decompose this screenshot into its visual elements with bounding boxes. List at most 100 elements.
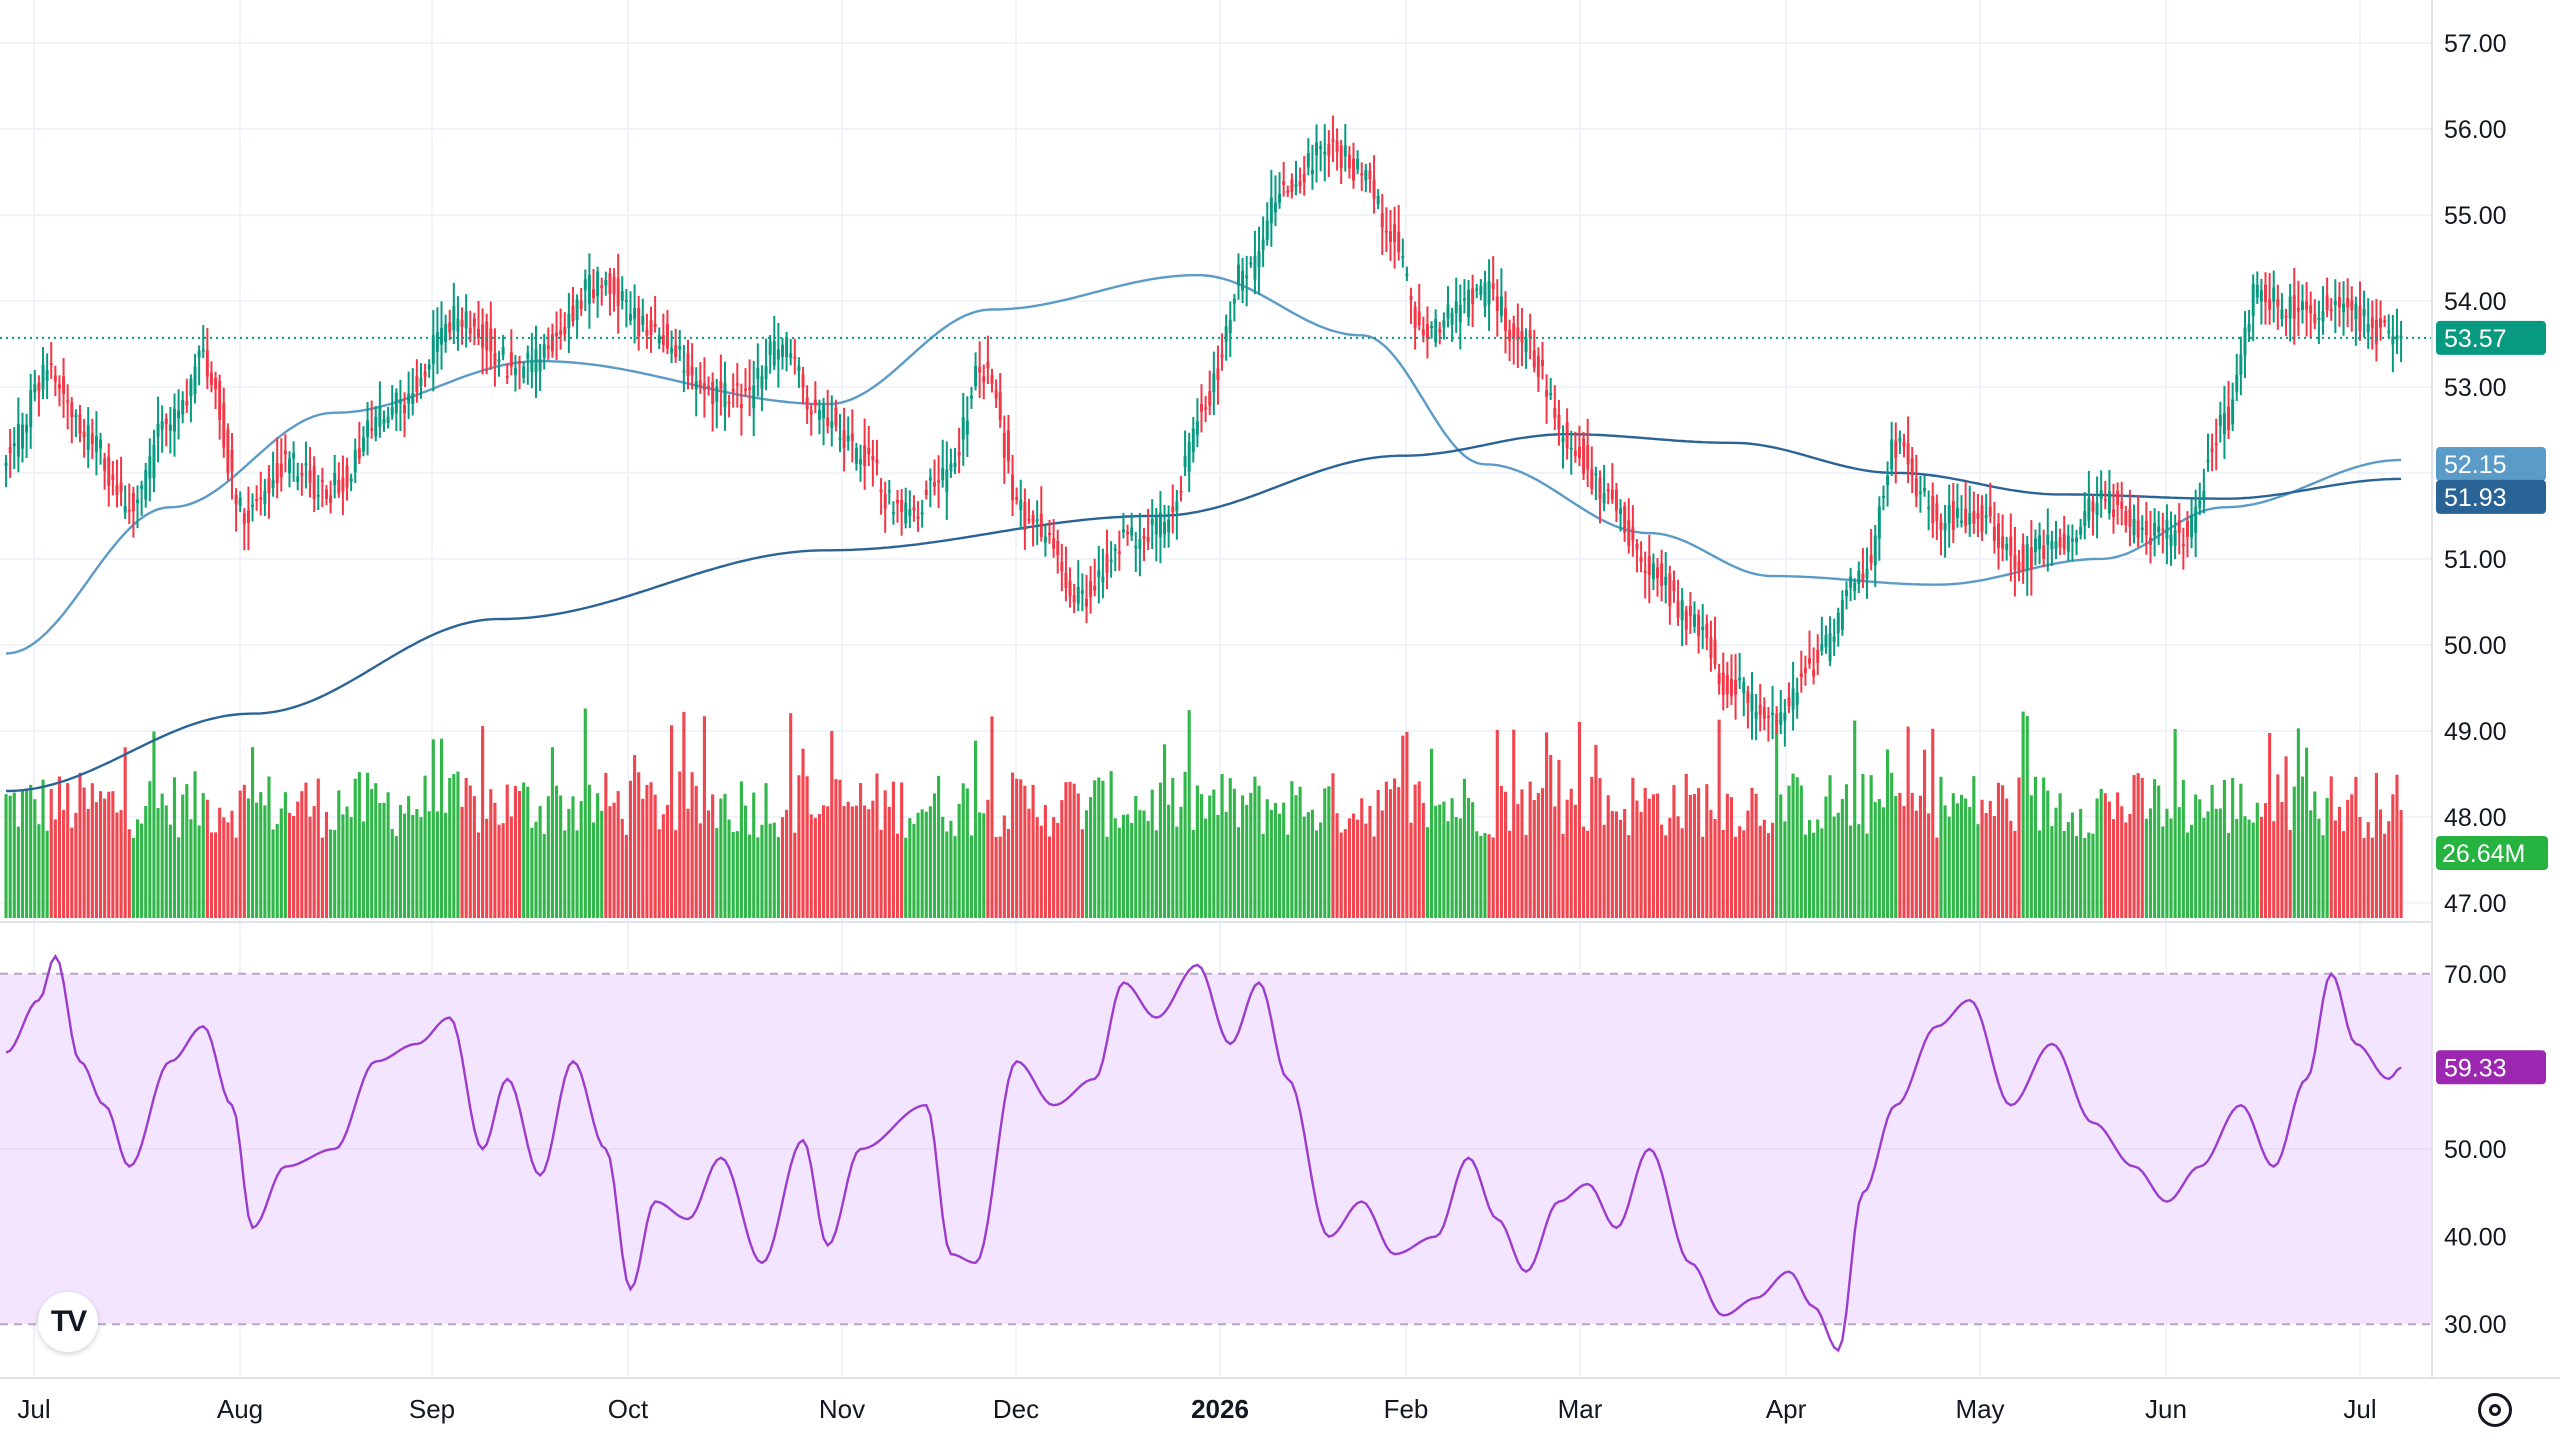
volume-bar-313: [1290, 781, 1294, 918]
volume-bar-464: [1910, 792, 1914, 918]
volume-bar-473: [1947, 816, 1951, 918]
volume-bar-252: [1039, 825, 1043, 918]
candle-body-193: [797, 366, 801, 372]
candle-body-375: [1545, 390, 1549, 397]
volume-bar-283: [1167, 804, 1171, 918]
candle-body-335: [1380, 213, 1384, 228]
volume-bar-345: [1421, 802, 1425, 918]
volume-bar-253: [1043, 805, 1047, 918]
candle-body-351: [1446, 304, 1450, 319]
volume-bar-168: [694, 785, 698, 918]
candle-body-170: [702, 383, 706, 391]
volume-bar-491: [2021, 711, 2025, 918]
volume-bar-465: [1914, 810, 1918, 918]
candle-body-80: [333, 473, 337, 486]
tradingview-logo-icon[interactable]: TV: [38, 1292, 98, 1352]
candle-body-306: [1261, 239, 1265, 251]
volume-bar-282: [1162, 744, 1167, 918]
volume-bar-357: [1471, 802, 1475, 918]
candle-body-230: [949, 463, 953, 471]
candle-body-237: [978, 367, 982, 373]
candle-body-34: [144, 469, 148, 500]
ma-fast-badge: 52.15: [2444, 451, 2507, 479]
volume-bar-205: [846, 801, 850, 918]
candle-body-396: [1631, 527, 1635, 541]
candle-body-308: [1269, 197, 1273, 224]
candle-body-461: [1898, 438, 1902, 442]
candle-body-508: [2091, 501, 2095, 512]
volume-bar-57: [238, 790, 242, 918]
candle-body-35: [148, 456, 152, 479]
candle-body-435: [1791, 688, 1795, 710]
candle-body-497: [2046, 535, 2050, 545]
volume-bar-445: [1832, 816, 1836, 918]
volume-bar-15: [66, 783, 70, 918]
volume-bar-366: [1508, 830, 1512, 918]
candle-body-563: [2317, 317, 2321, 320]
volume-bar-166: [686, 808, 690, 918]
volume-bar-341: [1405, 731, 1409, 918]
volume-bar-10: [45, 830, 49, 918]
candle-body-45: [189, 378, 193, 397]
volume-bar-303: [1249, 792, 1253, 918]
candle-body-299: [1232, 298, 1236, 304]
volume-bar-555: [2284, 756, 2288, 918]
candle-body-75: [312, 466, 316, 500]
candle-body-357: [1471, 288, 1475, 304]
volume-bar-509: [2095, 798, 2099, 918]
candle-body-402: [1656, 567, 1659, 579]
candle-body-490: [2017, 561, 2021, 572]
volume-bar-516: [2124, 822, 2128, 918]
volume-bar-294: [1212, 789, 1216, 918]
candle-body-184: [760, 375, 764, 389]
volume-bar-537: [2210, 784, 2214, 918]
candle-body-201: [830, 421, 834, 428]
volume-bar-578: [2378, 809, 2383, 918]
volume-bar-456: [1877, 799, 1881, 918]
candle-body-312: [1286, 190, 1290, 193]
volume-bar-312: [1286, 834, 1290, 918]
gear-icon[interactable]: [2478, 1393, 2512, 1427]
volume-bar-162: [670, 725, 674, 918]
volume-bar-60: [250, 747, 255, 918]
volume-bar-524: [2157, 785, 2161, 918]
candle-body-217: [896, 499, 899, 504]
candle-body-16: [70, 402, 74, 418]
candle-body-78: [325, 489, 328, 499]
volume-bar-438: [1803, 834, 1807, 918]
volume-badge: 26.64M: [2442, 840, 2525, 868]
volume-bar-392: [1614, 811, 1618, 918]
candle-body-253: [1043, 536, 1047, 543]
volume-bar-582: [2395, 774, 2399, 918]
volume-bar-337: [1388, 789, 1393, 918]
candle-body-143: [592, 289, 595, 299]
volume-bar-560: [2305, 747, 2309, 918]
candle-body-127: [526, 352, 530, 359]
volume-bar-557: [2292, 786, 2296, 918]
volume-bar-469: [1931, 728, 1935, 918]
volume-bar-171: [706, 810, 711, 918]
candle-body-218: [900, 500, 904, 512]
candle-body-263: [1085, 598, 1088, 607]
candle-body-44: [185, 400, 189, 406]
candle-body-463: [1906, 443, 1910, 465]
volume-bar-446: [1836, 812, 1840, 918]
volume-bar-277: [1142, 810, 1146, 918]
candle-body-302: [1245, 275, 1249, 279]
volume-bar-281: [1158, 782, 1162, 918]
volume-bar-435: [1791, 773, 1795, 918]
volume-bar-507: [2087, 832, 2091, 918]
candle-body-109: [452, 305, 456, 330]
candle-body-493: [2029, 547, 2033, 569]
volume-bar-356: [1466, 797, 1471, 918]
volume-bar-377: [1553, 806, 1557, 918]
candle-body-220: [908, 509, 912, 517]
candle-body-440: [1812, 669, 1816, 677]
volume-bar-100: [415, 809, 419, 918]
volume-bar-510: [2099, 788, 2103, 918]
candle-body-382: [1573, 450, 1577, 456]
volume-bar-8: [37, 824, 41, 918]
candle-body-530: [2181, 544, 2185, 547]
volume-bar-467: [1922, 749, 1927, 918]
